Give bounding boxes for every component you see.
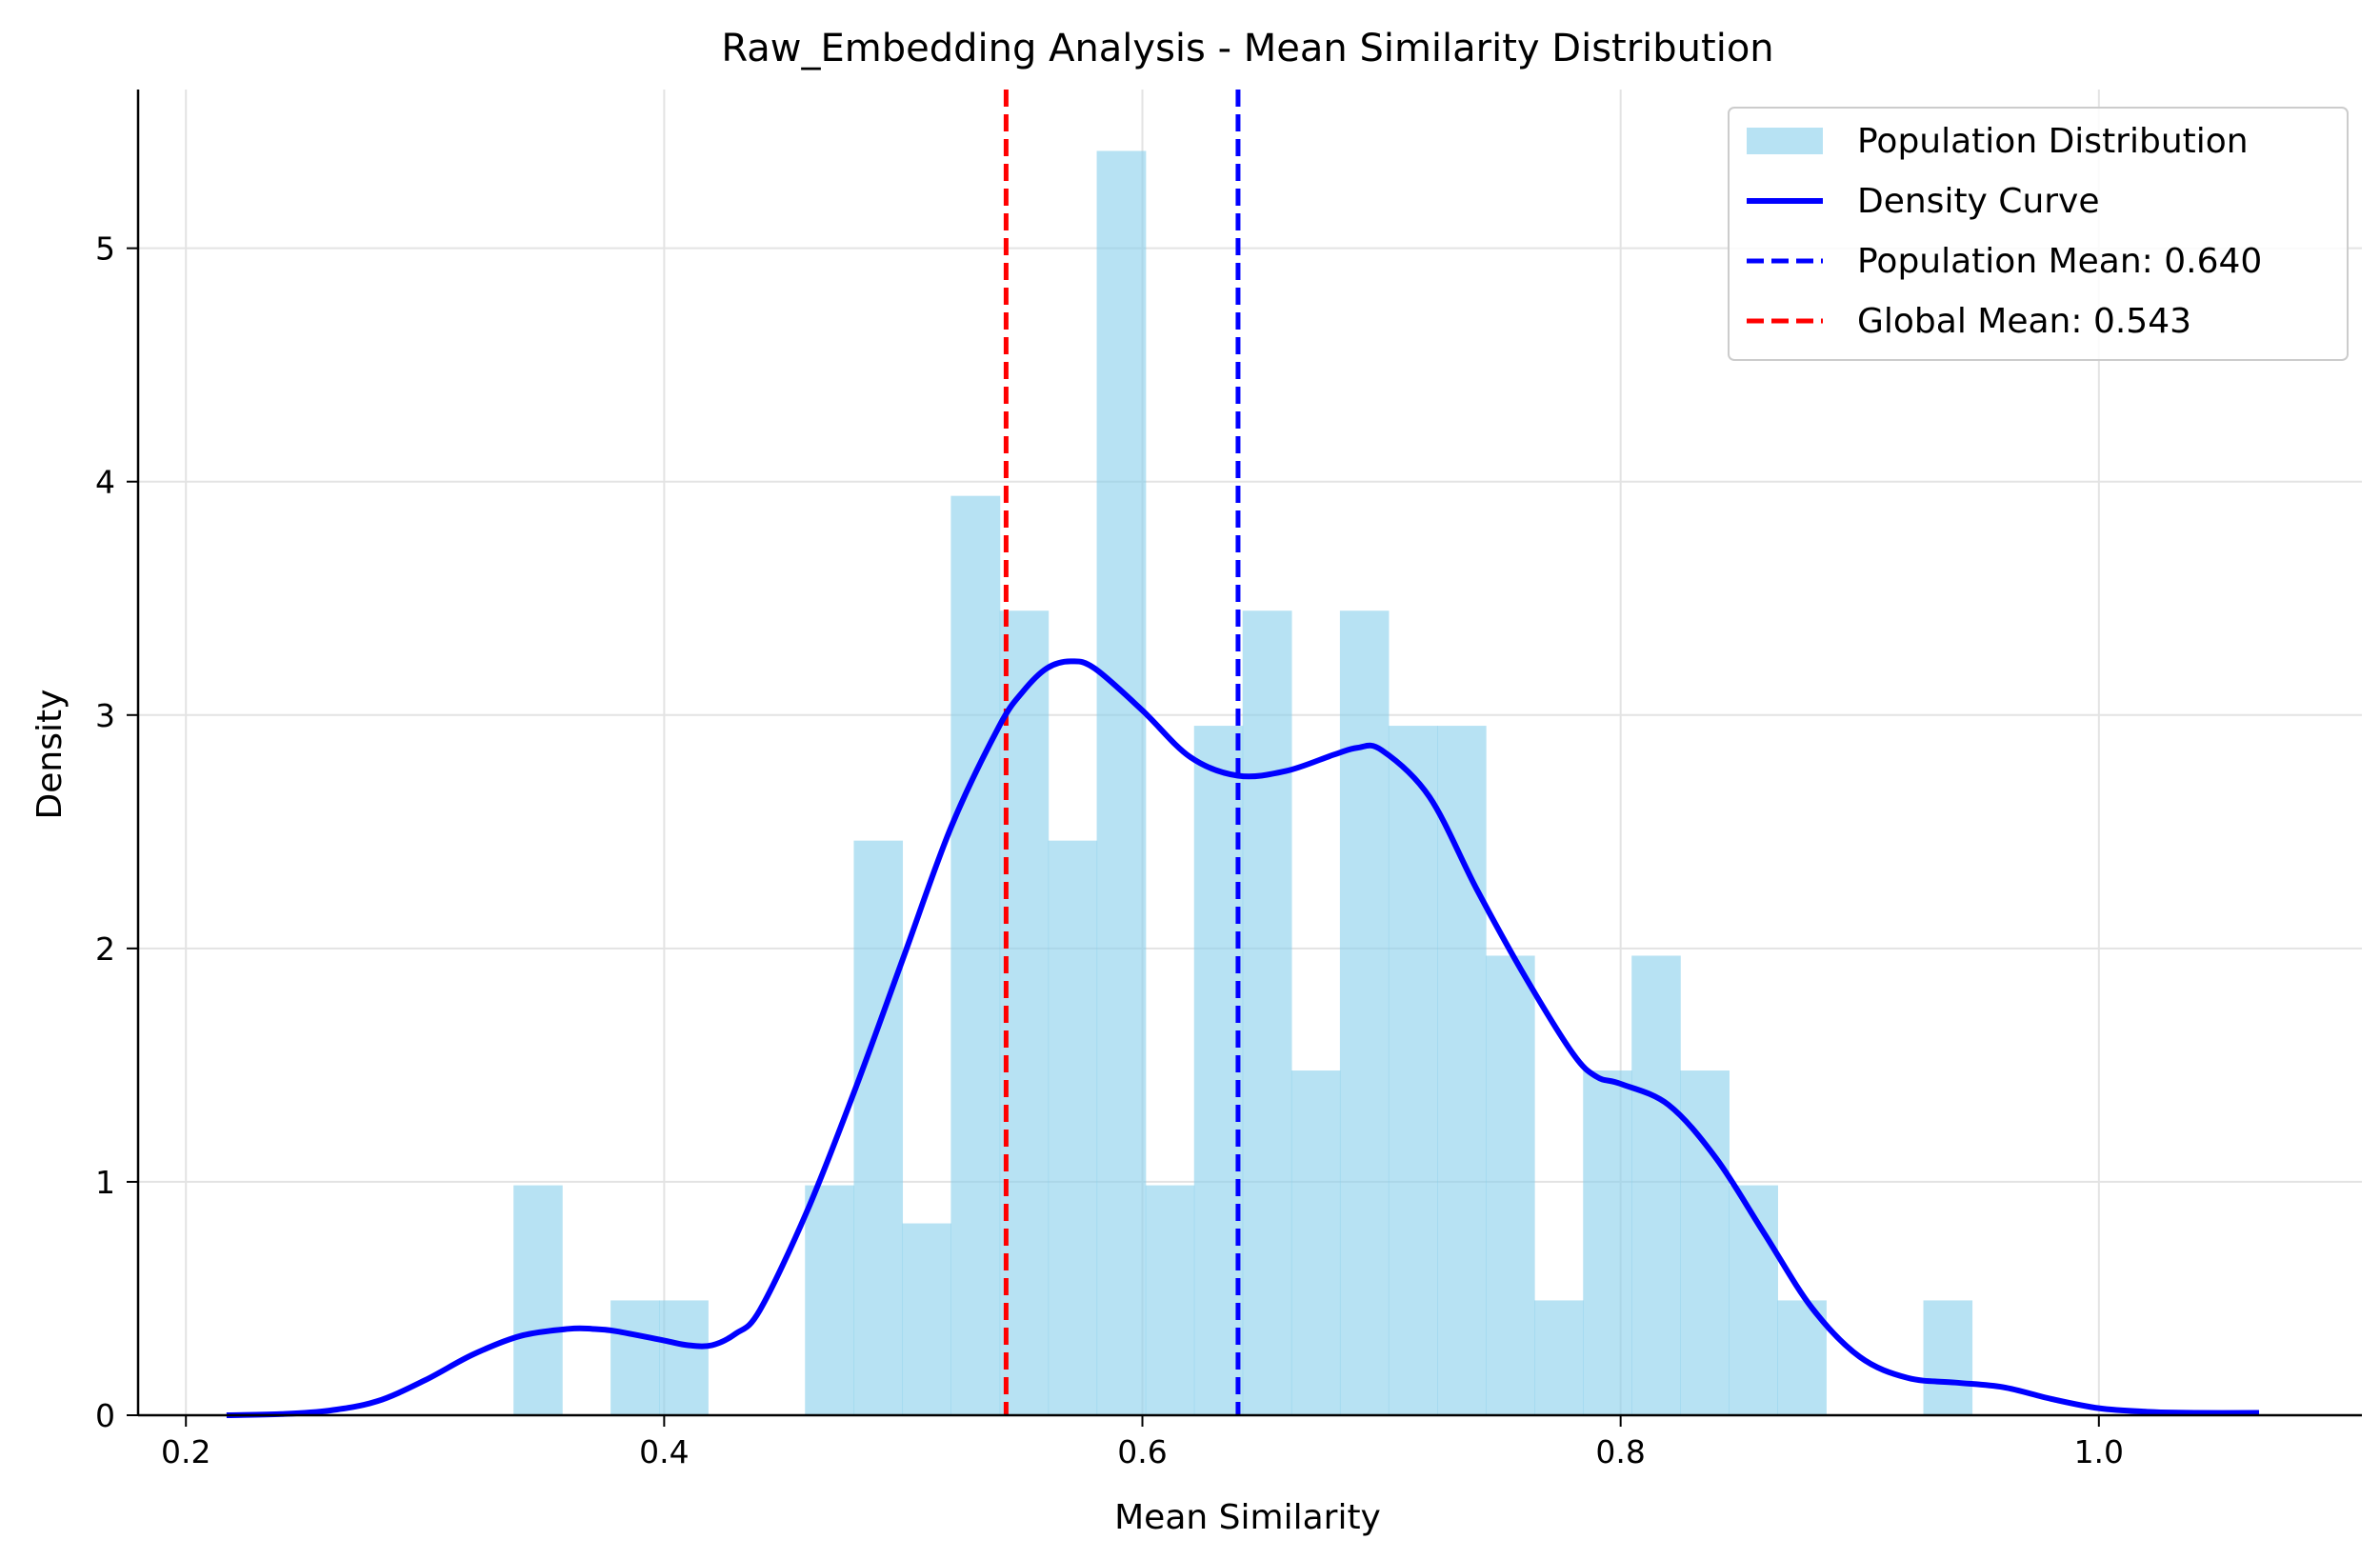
y-tick-label: 1 (95, 1164, 115, 1201)
x-tick-label: 0.4 (639, 1433, 689, 1470)
histogram-bar (1486, 955, 1535, 1415)
legend: Population Distribution Density Curve Popu… (1728, 107, 2349, 361)
axes (136, 90, 2362, 1417)
histogram-bar (659, 1300, 709, 1415)
histogram-bar (1388, 726, 1438, 1415)
histogram-bar (1193, 726, 1244, 1415)
x-tick-label: 1.0 (2074, 1433, 2124, 1470)
histogram-bar (1631, 955, 1681, 1415)
legend-item-density-curve: Density Curve (1857, 182, 2100, 221)
chart-title: Raw_Embedding Analysis - Mean Similarity… (721, 27, 1773, 70)
histogram-bar (610, 1300, 660, 1415)
histogram-bar (1290, 1070, 1341, 1415)
histogram-bar (1923, 1300, 1973, 1415)
histogram-bar (1437, 726, 1487, 1415)
tick-labels: 0.2 0.4 0.6 0.8 1.0 0 1 2 3 4 5 (95, 230, 2124, 1470)
histogram-bar (1534, 1300, 1584, 1415)
x-tick-label: 0.6 (1117, 1433, 1167, 1470)
reference-lines (1003, 90, 1241, 1415)
histogram-bar (513, 1185, 563, 1415)
histogram-bar (1583, 1070, 1632, 1415)
x-axis-label: Mean Similarity (1114, 1498, 1381, 1537)
histogram-bar (950, 495, 1001, 1415)
histogram-bar (902, 1223, 952, 1415)
density-curve-layer (226, 658, 2260, 1418)
legend-item-global-mean: Global Mean: 0.543 (1857, 302, 2191, 341)
histogram-bars (513, 150, 1973, 1416)
density-curve (226, 658, 2260, 1418)
histogram-bar (853, 840, 904, 1415)
histogram-bar (1242, 610, 1292, 1415)
histogram-bar (1145, 1185, 1195, 1415)
legend-swatch (1747, 128, 1823, 154)
histogram-bar (1048, 840, 1098, 1415)
y-tick-label: 3 (95, 697, 115, 734)
x-tick-label: 0.8 (1595, 1433, 1645, 1470)
y-tick-label: 2 (95, 930, 115, 968)
y-axis-label: Density (30, 690, 70, 820)
legend-item-population-distribution: Population Distribution (1857, 122, 2249, 161)
histogram-bar (1729, 1185, 1778, 1415)
histogram-bar (805, 1185, 855, 1415)
y-tick-label: 5 (95, 230, 115, 268)
x-tick-label: 0.2 (161, 1433, 210, 1470)
legend-item-population-mean: Population Mean: 0.640 (1857, 242, 2262, 281)
histogram-bar (1096, 150, 1147, 1416)
legend-box (1728, 107, 2349, 361)
y-tick-label: 4 (95, 464, 115, 501)
histogram-bar (1339, 610, 1390, 1415)
y-tick-label: 0 (95, 1397, 115, 1434)
